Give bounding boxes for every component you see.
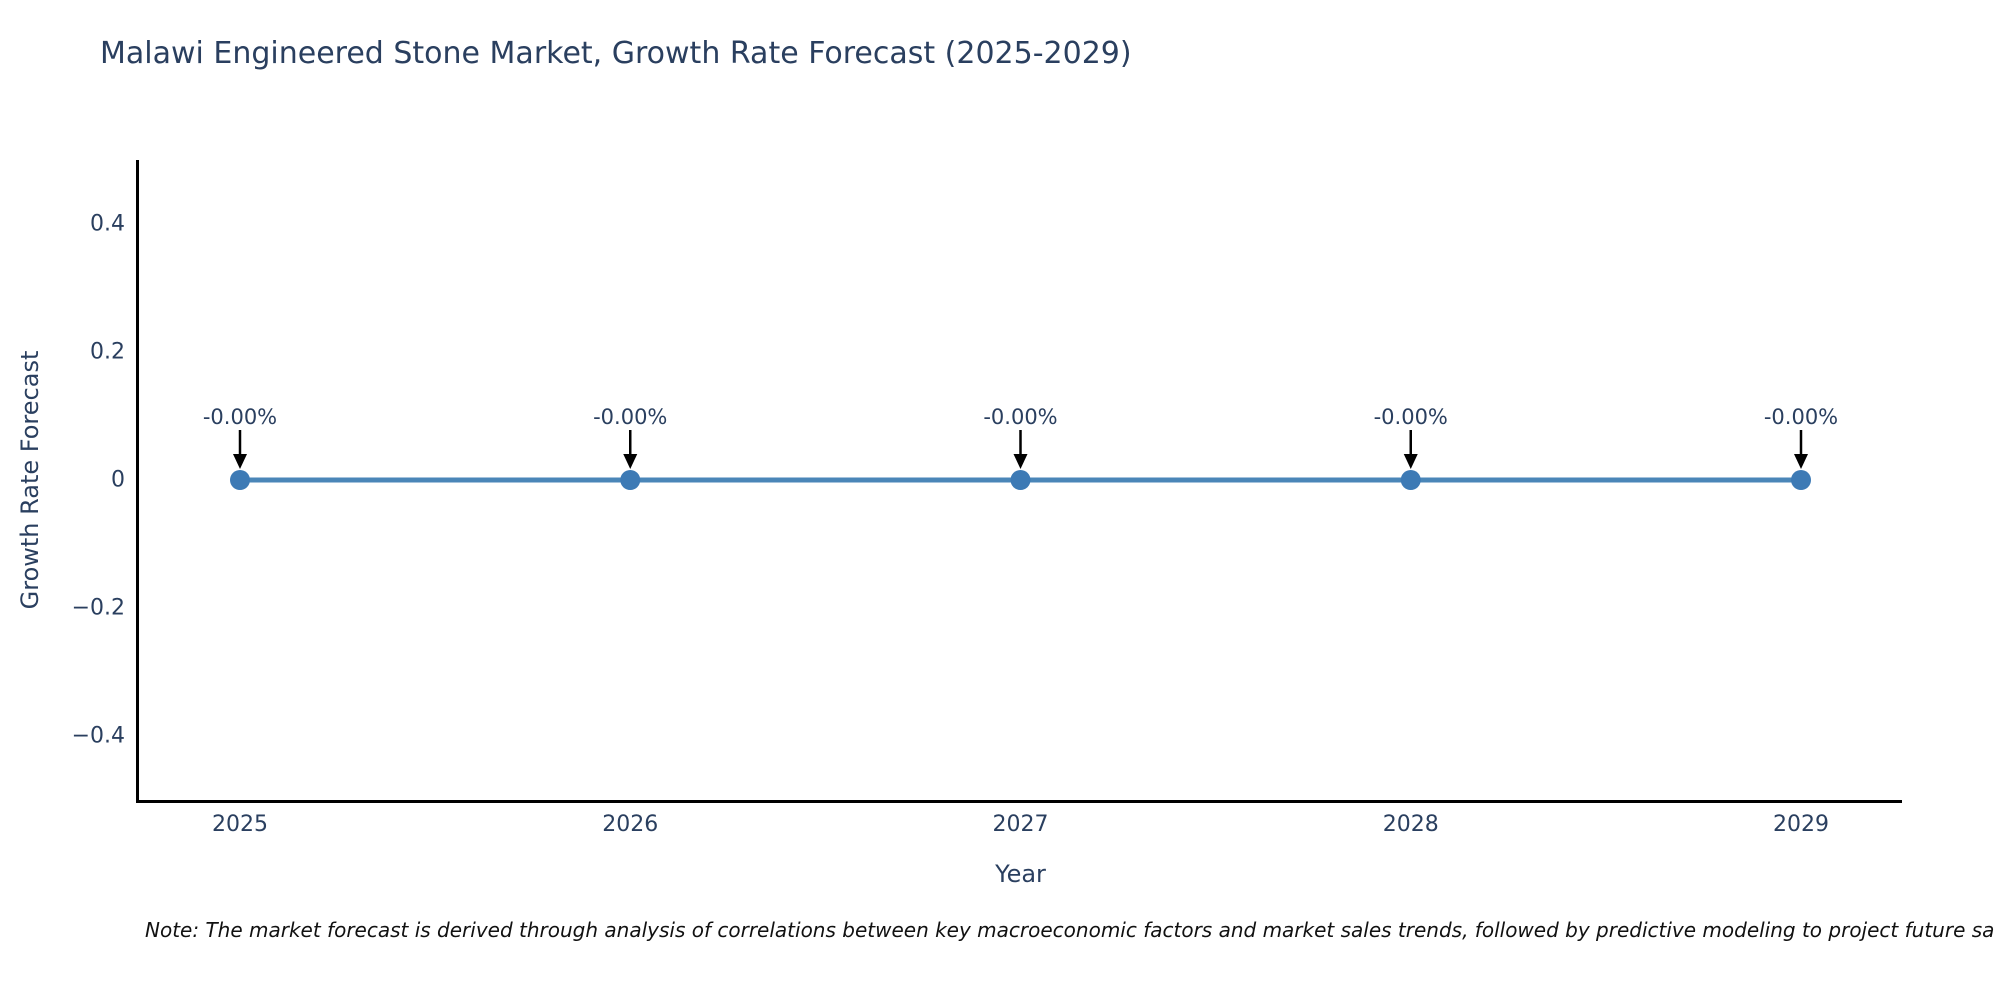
point-annotation-label: -0.00% [983,405,1058,429]
y-tick-label: −0.4 [71,723,125,749]
data-point-marker [1791,470,1811,490]
data-point-marker [1400,470,1421,490]
y-tick-label: 0.2 [90,339,125,365]
y-tick-label: 0.4 [90,211,125,237]
x-tick-label: 2027 [992,812,1049,837]
x-tick-label: 2029 [1773,812,1829,837]
annotation-arrowhead-icon [1013,454,1028,469]
point-annotation-label: -0.00% [1763,405,1839,429]
x-tick-label: 2028 [1382,812,1439,837]
y-tick-label: −0.2 [71,595,125,621]
point-annotation-label: -0.00% [202,405,278,429]
y-axis-title: Growth Rate Forecast [16,350,44,610]
line-series-svg [230,430,1811,490]
x-tick-label: 2025 [212,812,268,837]
point-annotation-label: -0.00% [1373,405,1448,429]
plot-area: 0.4 0.2 0 −0.2 −0.4 2025 2026 2027 2028 2029 -0.… [72,160,1902,837]
y-tick-label: 0 [111,467,125,493]
annotation-arrowhead-icon [1794,454,1808,469]
annotation-arrowhead-icon [623,454,638,469]
y-axis-line [136,160,139,803]
x-tick-label: 2026 [602,812,659,837]
chart-title: Malawi Engineered Stone Market, Growth R… [100,36,1132,71]
annotation-arrowhead-icon [233,454,247,469]
point-annotation-label: -0.00% [593,405,668,429]
x-axis-line [136,800,1902,803]
data-point-marker [1010,470,1031,490]
footnote: Note: The market forecast is derived thr… [145,918,1995,942]
data-point-marker [230,470,250,490]
annotation-arrowhead-icon [1403,454,1418,469]
data-point-marker [620,470,641,490]
x-axis-title: Year [995,860,1046,888]
